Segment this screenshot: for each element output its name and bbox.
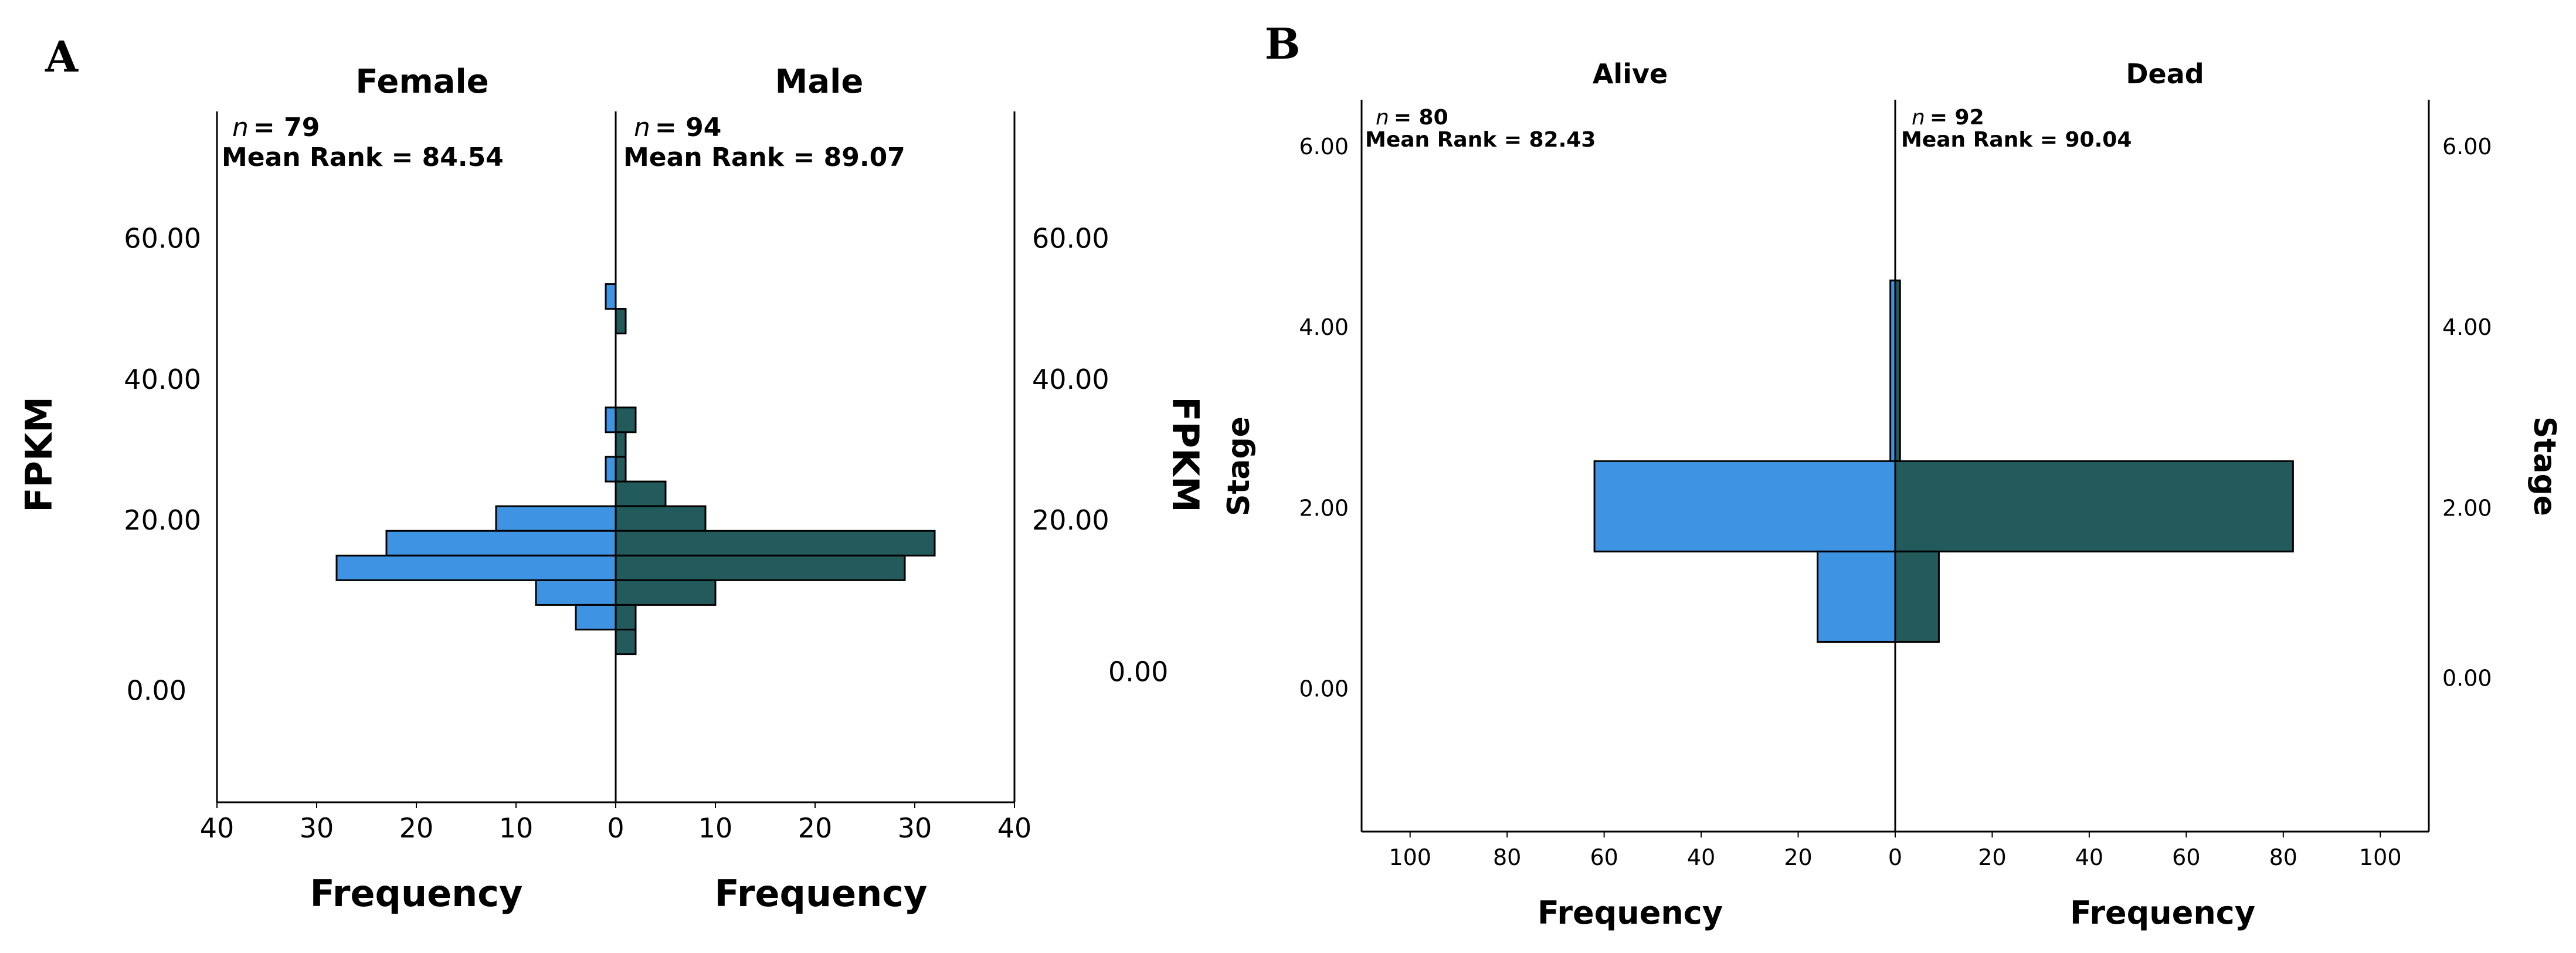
panel-a: A 60.00 60.00 40.00 40.00 20.00 20.00 0.00 0.00 4… <box>18 32 1207 915</box>
stat-n-value: = 92 <box>1930 106 1984 130</box>
y-axis-title-right: Stage <box>2527 416 2562 516</box>
x-tick-label: 80 <box>2269 845 2297 870</box>
bar-male-1 <box>615 308 627 335</box>
bar-alive-1 <box>1593 460 1896 552</box>
y-tick-label-left: 2.00 <box>1299 495 1349 521</box>
bar-male-4 <box>615 456 627 483</box>
y-tick-label-left: 40.00 <box>124 364 201 395</box>
stat-n-line: n = 94 <box>634 113 721 143</box>
x-tick-label: 10 <box>698 812 733 844</box>
y-axis-title-right: FPKM <box>1164 396 1207 513</box>
y-tick-label-right: 20.00 <box>1032 504 1109 536</box>
group-title-dead: Dead <box>2126 58 2204 90</box>
x-tick-label: 60 <box>1590 845 1618 870</box>
x-axis-title: Frequency <box>715 872 928 915</box>
x-tick-label: 80 <box>1493 845 1521 870</box>
bar-alive-2 <box>1817 550 1896 643</box>
y-tick-label-right: 0.00 <box>1108 656 1168 688</box>
y-tick-label-right: 2.00 <box>2442 495 2492 521</box>
stat-n-symbol: n <box>232 113 249 143</box>
stat-n-value: = 80 <box>1394 106 1448 130</box>
panel-b: B 6.00 6.00 4.00 4.00 2.00 2.00 0.00 0.00 100 80 60… <box>1221 19 2562 931</box>
bar-female-9 <box>535 579 617 606</box>
y-tick-label-left: 20.00 <box>124 504 201 536</box>
bar-male-2 <box>615 406 637 433</box>
stat-n-symbol: n <box>1912 106 1925 130</box>
stat-mean-rank: Mean Rank = 89.07 <box>623 143 905 172</box>
bar-female-2 <box>605 406 617 433</box>
y-tick-label-right: 4.00 <box>2442 314 2492 340</box>
y-tick-label-right: 60.00 <box>1032 222 1109 254</box>
y-axis-title-left: FPKM <box>18 396 60 513</box>
bar-male-11 <box>615 629 637 656</box>
x-tick-label: 40 <box>1687 845 1715 870</box>
stat-n-line: n = 80 <box>1376 106 1448 130</box>
x-tick-label: 30 <box>898 812 932 844</box>
x-tick-label: 100 <box>2359 845 2402 870</box>
y-tick-label-right: 6.00 <box>2442 134 2492 160</box>
x-tick-label: 0 <box>1888 845 1902 870</box>
group-title-female: Female <box>355 63 488 101</box>
x-tick-label: 20 <box>399 812 434 844</box>
stat-n-line: n = 92 <box>1912 106 1984 130</box>
bar-dead-2 <box>1894 550 1940 643</box>
bar-female-6 <box>495 505 617 532</box>
bar-female-4 <box>605 456 617 483</box>
x-tick-label: 40 <box>997 812 1032 844</box>
bar-male-6 <box>615 505 707 532</box>
y-tick-label-right: 0.00 <box>2442 665 2492 691</box>
stat-mean-rank: Mean Rank = 84.54 <box>222 143 504 172</box>
group-title-male: Male <box>775 63 864 101</box>
bar-male-7 <box>615 530 936 557</box>
stat-n-line: n = 79 <box>232 113 320 143</box>
x-axis-title: Frequency <box>2070 894 2255 931</box>
bar-male-10 <box>615 603 637 631</box>
bar-male-5 <box>615 480 667 507</box>
x-tick-label: 0 <box>607 812 624 844</box>
x-tick-label: 10 <box>499 812 534 844</box>
bar-male-3 <box>615 431 627 458</box>
x-tick-label: 100 <box>1389 845 1431 870</box>
stat-mean-rank: Mean Rank = 90.04 <box>1901 128 2132 152</box>
panel-letter: A <box>45 32 79 82</box>
stat-n-value: = 94 <box>655 113 721 143</box>
x-tick-label: 20 <box>1978 845 2006 870</box>
y-tick-label-left: 60.00 <box>124 222 201 254</box>
x-axis-title: Frequency <box>1538 894 1723 931</box>
group-title-alive: Alive <box>1593 58 1668 90</box>
stat-mean-rank: Mean Rank = 82.43 <box>1365 128 1596 152</box>
stat-n-symbol: n <box>1376 106 1389 130</box>
bar-female-7 <box>385 530 617 557</box>
bar-dead-1 <box>1894 460 2294 552</box>
y-tick-label-right: 40.00 <box>1032 364 1109 395</box>
bar-female-0 <box>605 283 617 310</box>
x-tick-label: 40 <box>2075 845 2103 870</box>
y-tick-label-left: 0.00 <box>127 675 186 707</box>
y-tick-label-left: 4.00 <box>1299 314 1349 340</box>
bar-female-8 <box>335 554 617 581</box>
x-tick-label: 30 <box>300 812 334 844</box>
x-tick-label: 20 <box>798 812 833 844</box>
x-tick-label: 60 <box>2172 845 2200 870</box>
bar-male-8 <box>615 554 906 581</box>
x-axis-title: Frequency <box>310 872 523 915</box>
x-tick-label: 40 <box>200 812 235 844</box>
bar-male-9 <box>615 579 717 606</box>
y-axis-title-left: Stage <box>1221 416 1257 516</box>
panel-letter: B <box>1265 19 1301 69</box>
y-tick-label-left: 6.00 <box>1299 134 1349 160</box>
stat-n-symbol: n <box>634 113 650 143</box>
y-tick-label-left: 0.00 <box>1299 676 1349 701</box>
bar-female-10 <box>575 603 617 631</box>
x-tick-label: 20 <box>1784 845 1812 870</box>
stat-n-value: = 79 <box>253 113 320 143</box>
